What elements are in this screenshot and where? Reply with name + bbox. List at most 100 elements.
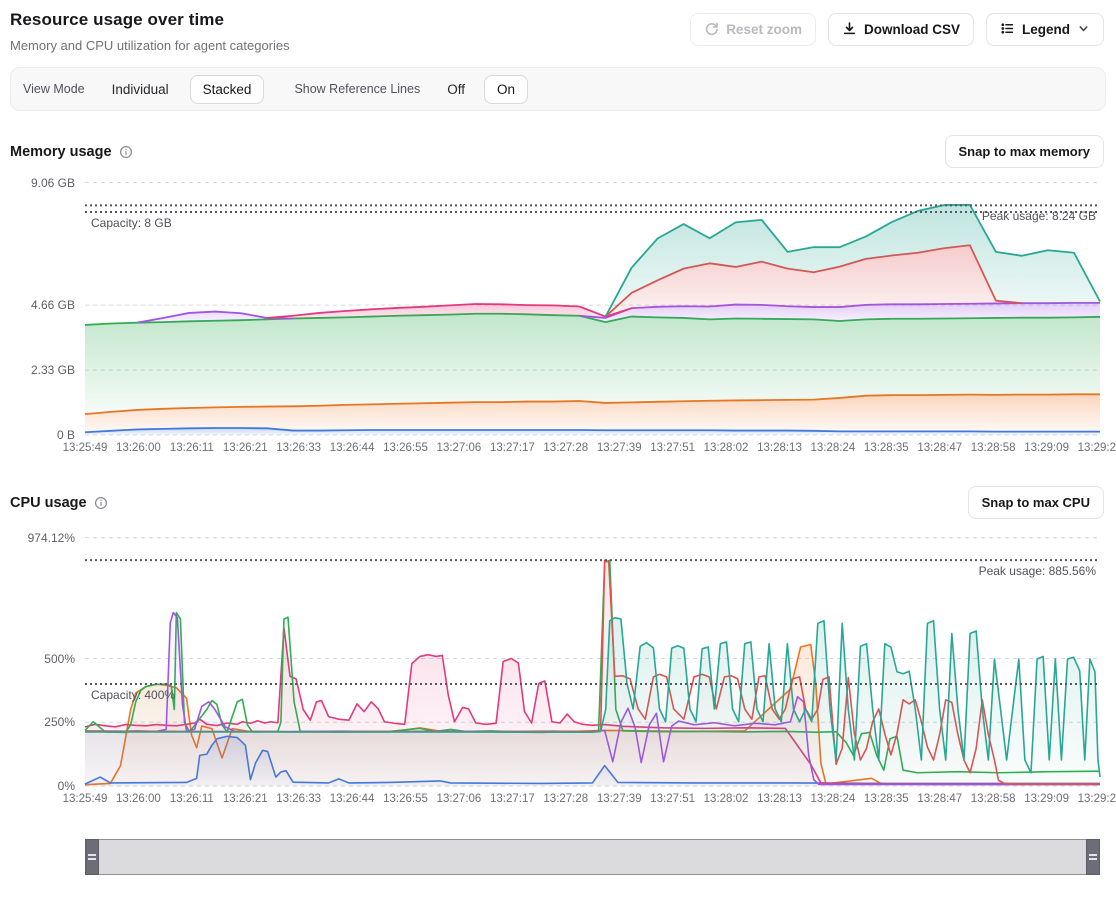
x-tick-label: 13:27:06 <box>436 442 482 454</box>
x-tick-label: 13:27:51 <box>650 793 696 805</box>
red-series-line <box>606 245 1022 316</box>
y-tick-label: 9.06 GB <box>30 175 75 190</box>
x-tick-label: 13:26:44 <box>329 793 375 805</box>
grip-icon <box>1089 854 1097 860</box>
x-tick-label: 13:27:39 <box>596 793 642 805</box>
info-icon[interactable] <box>119 145 133 159</box>
grip-icon <box>88 854 96 860</box>
x-tick-label: 13:26:21 <box>222 442 268 454</box>
orange-area <box>85 394 1100 433</box>
download-icon <box>842 21 857 39</box>
header-actions: Reset zoom Download CSV Legend <box>690 13 1104 46</box>
teal-series-line <box>85 618 1100 777</box>
green-area <box>85 313 1100 415</box>
cpu-section: CPU usage Snap to max CPU Peak usage: 88… <box>0 486 1116 813</box>
x-tick-label: 13:28:13 <box>757 793 802 805</box>
x-tick-label: 13:26:33 <box>276 442 322 454</box>
y-tick-label: 0% <box>57 779 75 793</box>
x-tick-label: 13:28:35 <box>863 793 909 805</box>
x-tick-label: 13:29:09 <box>1024 793 1069 805</box>
reference-lines-label: Show Reference Lines <box>294 82 421 96</box>
download-csv-label: Download CSV <box>863 22 960 37</box>
reference-line-label: Capacity: 8 GB <box>91 216 172 231</box>
reference-line-label: Peak usage: 8.24 GB <box>981 209 1096 224</box>
y-tick-label: 0 B <box>56 428 75 442</box>
cpu-x-axis: 13:25:49 13:26:00 13:26:11 13:26:21 13:26:33… <box>63 793 1116 813</box>
x-tick-label: 13:26:21 <box>222 793 268 805</box>
legend-list-icon <box>1000 21 1015 39</box>
x-tick-label: 13:28:13 <box>757 442 802 454</box>
view-mode-individual-button[interactable]: Individual <box>99 75 182 104</box>
y-tick-label: 2.33 GB <box>30 363 75 378</box>
brush-handle-left[interactable] <box>85 839 99 875</box>
snap-max-cpu-button[interactable]: Snap to max CPU <box>967 486 1104 519</box>
reference-line-label: Peak usage: 885.56% <box>978 564 1096 579</box>
x-tick-label: 13:28:02 <box>703 793 749 805</box>
x-tick-label: 13:25:49 <box>62 793 108 805</box>
reference-lines-on-button[interactable]: On <box>483 74 528 104</box>
x-tick-label: 13:26:44 <box>329 442 375 454</box>
x-tick-label: 13:28:58 <box>970 793 1016 805</box>
purple-area <box>85 302 1100 325</box>
x-tick-label: 13:28:24 <box>810 793 856 805</box>
x-tick-label: 13:29:24 <box>1077 442 1116 454</box>
reset-zoom-button[interactable]: Reset zoom <box>690 13 816 46</box>
x-tick-label: 13:28:47 <box>917 442 963 454</box>
resource-usage-page: Resource usage over time Memory and CPU … <box>0 0 1116 875</box>
cpu-chart[interactable]: Peak usage: 885.56% Capacity: 400% 974.12%… <box>28 531 1100 793</box>
page-subtitle: Memory and CPU utilization for agent cat… <box>10 38 290 53</box>
x-tick-label: 13:29:09 <box>1024 442 1069 454</box>
y-tick-label: 250% <box>44 715 75 730</box>
y-tick-label: 974.12% <box>27 530 75 545</box>
refresh-icon <box>704 21 719 39</box>
legend-button[interactable]: Legend <box>985 13 1104 46</box>
time-range-brush[interactable] <box>85 839 1100 875</box>
magenta-series-line <box>267 304 631 318</box>
reset-zoom-label: Reset zoom <box>726 22 802 37</box>
x-tick-label: 13:27:28 <box>543 442 589 454</box>
x-tick-label: 13:26:55 <box>383 793 428 805</box>
memory-section-title: Memory usage <box>10 143 112 160</box>
memory-section: Memory usage Snap to max memory Peak usa… <box>0 135 1116 462</box>
x-tick-label: 13:28:58 <box>970 442 1016 454</box>
x-tick-label: 13:26:11 <box>169 793 214 805</box>
legend-label: Legend <box>1021 22 1070 37</box>
page-header: Resource usage over time Memory and CPU … <box>0 0 1116 53</box>
memory-chart[interactable]: Peak usage: 8.24 GB Capacity: 8 GB 9.06 GB… <box>31 176 1100 442</box>
view-mode-stacked-button[interactable]: Stacked <box>189 74 265 104</box>
cpu-section-title: CPU usage <box>10 494 87 511</box>
y-tick-label: 4.66 GB <box>30 298 75 313</box>
x-tick-label: 13:27:17 <box>489 442 535 454</box>
view-mode-label: View Mode <box>23 82 85 96</box>
download-csv-button[interactable]: Download CSV <box>827 13 974 46</box>
chevron-down-icon <box>1077 22 1090 38</box>
page-title: Resource usage over time <box>10 10 225 29</box>
teal-series-line <box>606 205 1100 317</box>
info-icon[interactable] <box>94 496 108 510</box>
chart-controls-bar: View Mode Individual Stacked Show Refere… <box>10 67 1106 111</box>
blue-area <box>85 428 1100 435</box>
x-tick-label: 13:27:51 <box>650 442 696 454</box>
x-tick-label: 13:28:24 <box>810 442 856 454</box>
snap-max-memory-button[interactable]: Snap to max memory <box>944 135 1104 168</box>
brush-handle-right[interactable] <box>1086 839 1100 875</box>
x-tick-label: 13:26:55 <box>383 442 428 454</box>
x-tick-label: 13:28:47 <box>917 793 963 805</box>
x-tick-label: 13:27:39 <box>596 442 642 454</box>
x-tick-label: 13:25:49 <box>62 442 108 454</box>
x-tick-label: 13:26:11 <box>169 442 214 454</box>
memory-x-axis: 13:25:49 13:26:00 13:26:11 13:26:21 13:26:33… <box>63 442 1116 462</box>
x-tick-label: 13:26:00 <box>116 442 161 454</box>
teal-area <box>85 617 1100 786</box>
x-tick-label: 13:26:00 <box>116 793 161 805</box>
x-tick-label: 13:28:02 <box>703 442 749 454</box>
x-tick-label: 13:27:17 <box>489 793 535 805</box>
y-tick-label: 500% <box>44 651 75 666</box>
x-tick-label: 13:27:06 <box>436 793 482 805</box>
x-tick-label: 13:27:28 <box>543 793 589 805</box>
magenta-area <box>85 302 1100 325</box>
x-tick-label: 13:26:33 <box>276 793 322 805</box>
reference-line-label: Capacity: 400% <box>91 688 176 702</box>
x-tick-label: 13:28:35 <box>863 442 909 454</box>
reference-lines-off-button[interactable]: Off <box>434 75 478 104</box>
